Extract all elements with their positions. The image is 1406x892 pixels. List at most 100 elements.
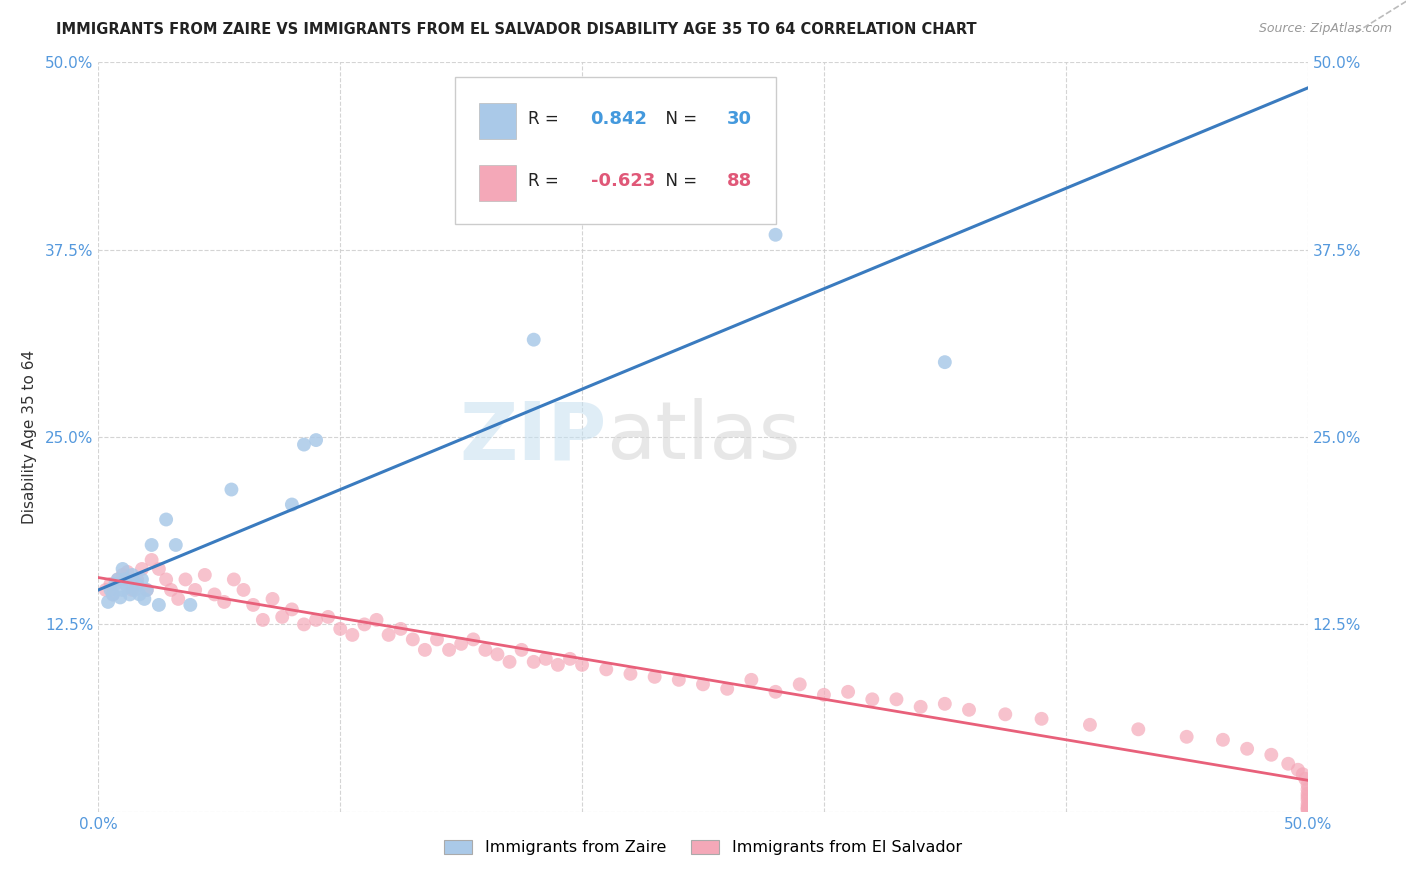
Point (342, 628, 364, 642)
Point (1286, 763, 1309, 777)
Point (155, 512, 177, 526)
Point (860, 692, 883, 706)
Text: 88: 88 (727, 172, 752, 190)
Point (111, 568, 134, 582)
Point (402, 632, 425, 647)
Point (789, 677, 811, 691)
Point (1296, 802, 1319, 816)
Point (292, 437, 315, 451)
Point (765, 227, 787, 242)
Point (934, 355, 956, 369)
Point (523, 333, 546, 347)
Point (523, 655, 546, 669)
Point (108, 591, 131, 605)
Point (413, 643, 436, 657)
Point (271, 610, 294, 624)
Legend: Immigrants from Zaire, Immigrants from El Salvador: Immigrants from Zaire, Immigrants from E… (439, 835, 967, 860)
Point (121, 582, 143, 597)
Point (837, 685, 859, 699)
Point (474, 643, 496, 657)
Point (498, 655, 520, 669)
Point (100, 582, 122, 597)
Text: 30: 30 (727, 110, 752, 128)
Point (595, 662, 617, 676)
Point (1078, 718, 1101, 732)
Point (389, 622, 412, 636)
Point (463, 632, 485, 647)
Text: -0.623: -0.623 (591, 172, 655, 190)
Point (204, 587, 226, 601)
Point (262, 591, 284, 606)
Text: R =: R = (527, 172, 564, 190)
Point (366, 613, 388, 627)
Point (281, 498, 304, 512)
Point (111, 582, 134, 597)
Point (184, 582, 207, 597)
Point (194, 568, 217, 582)
Point (160, 582, 183, 597)
Point (1294, 772, 1316, 786)
Point (1296, 778, 1319, 792)
Point (127, 577, 149, 591)
Point (571, 657, 593, 672)
Point (510, 643, 533, 657)
Point (292, 617, 315, 632)
Point (242, 598, 264, 612)
Point (134, 591, 156, 606)
Point (101, 587, 124, 601)
Point (148, 598, 170, 612)
Point (934, 697, 956, 711)
Point (131, 573, 153, 587)
Text: N =: N = (655, 172, 702, 190)
Point (813, 688, 835, 702)
Point (1031, 712, 1053, 726)
Point (165, 538, 187, 552)
Point (740, 673, 762, 687)
Point (107, 573, 129, 587)
FancyBboxPatch shape (456, 78, 776, 224)
Text: N =: N = (655, 110, 702, 128)
Point (716, 681, 738, 696)
Point (97, 595, 120, 609)
Point (117, 580, 139, 594)
Point (957, 703, 980, 717)
Point (329, 622, 352, 636)
Point (1277, 756, 1299, 771)
Point (1296, 800, 1319, 814)
Point (558, 652, 581, 666)
Point (135, 582, 157, 597)
Point (1260, 747, 1282, 762)
Point (94, 582, 117, 597)
Point (167, 591, 190, 606)
Point (1212, 732, 1234, 747)
Point (222, 573, 245, 587)
Point (111, 562, 134, 576)
Point (1128, 723, 1150, 737)
Point (141, 553, 163, 567)
FancyBboxPatch shape (479, 103, 516, 139)
Point (179, 598, 201, 612)
Point (1292, 767, 1315, 781)
Point (305, 613, 328, 627)
Point (1175, 730, 1198, 744)
Point (437, 643, 460, 657)
Point (104, 577, 127, 591)
Point (135, 582, 157, 597)
Point (100, 577, 122, 591)
Point (619, 666, 641, 681)
Point (450, 637, 472, 651)
Point (131, 562, 153, 576)
Point (141, 538, 163, 552)
Point (155, 573, 177, 587)
Point (886, 692, 908, 706)
Point (1236, 741, 1258, 756)
Point (305, 433, 328, 447)
Point (101, 587, 124, 601)
Point (174, 573, 197, 587)
Point (316, 610, 339, 624)
Point (127, 573, 149, 587)
Y-axis label: Disability Age 35 to 64: Disability Age 35 to 64 (21, 350, 37, 524)
Text: Source: ZipAtlas.com: Source: ZipAtlas.com (1258, 22, 1392, 36)
Text: 0.842: 0.842 (591, 110, 648, 128)
Point (353, 617, 375, 632)
